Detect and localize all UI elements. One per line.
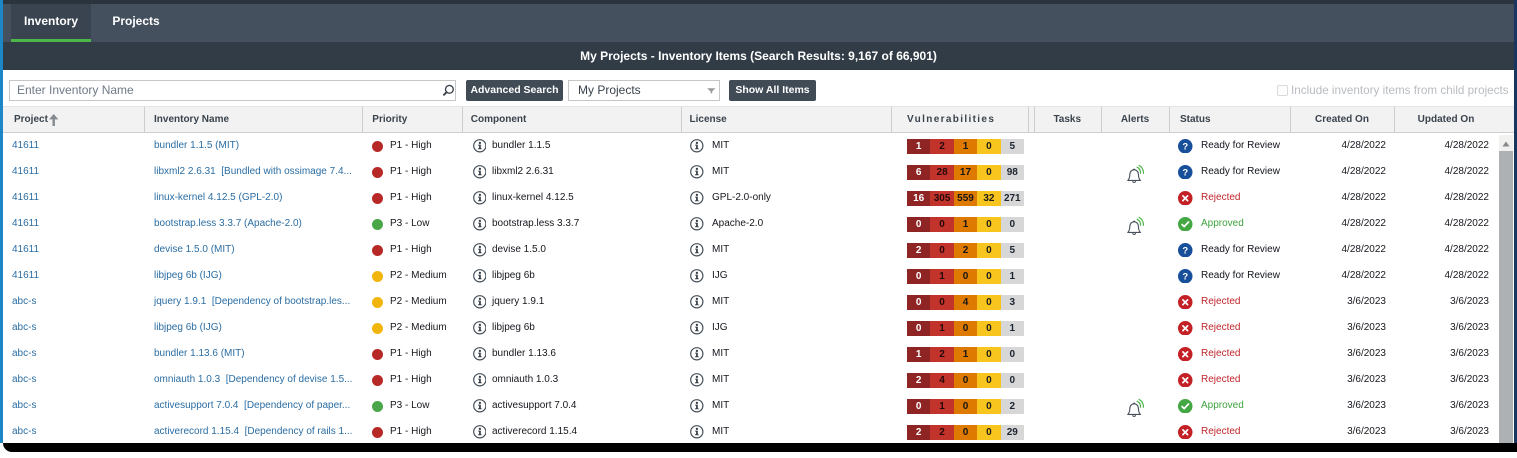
svg-text:?: ? [1183,167,1189,178]
svg-text:?: ? [1183,141,1189,152]
svg-text:?: ? [1183,245,1189,256]
svg-text:?: ? [1183,271,1189,282]
